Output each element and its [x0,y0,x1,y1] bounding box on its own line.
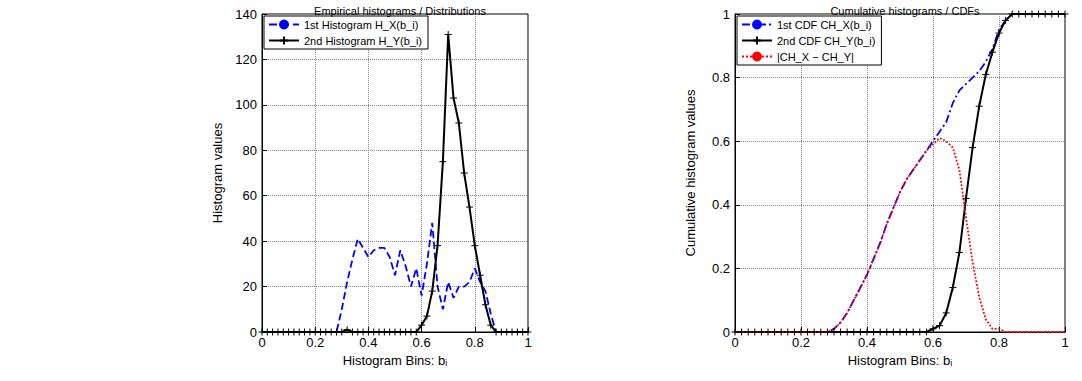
svg-text:2nd Histogram H_Y(b_i): 2nd Histogram H_Y(b_i) [304,35,422,47]
svg-text:0.4: 0.4 [359,335,377,350]
svg-text:0.8: 0.8 [990,335,1008,350]
svg-text:80: 80 [243,143,257,158]
svg-text:0: 0 [723,325,730,340]
svg-text:60: 60 [243,188,257,203]
svg-text:1st CDF CH_X(b_i): 1st CDF CH_X(b_i) [777,19,872,31]
svg-text:20: 20 [243,279,257,294]
svg-text:0.6: 0.6 [712,134,730,149]
svg-text:120: 120 [235,52,257,67]
svg-text:1: 1 [524,335,531,350]
svg-text:Histogram values: Histogram values [210,122,225,223]
svg-text:0.6: 0.6 [413,335,431,350]
svg-text:0.6: 0.6 [924,335,942,350]
svg-text:40: 40 [243,234,257,249]
svg-text:Histogram Bins: bᵢ: Histogram Bins: bᵢ [848,353,953,368]
svg-text:0: 0 [258,335,265,350]
svg-text:1: 1 [1061,335,1068,350]
svg-text:0.2: 0.2 [306,335,324,350]
svg-text:0.4: 0.4 [858,335,876,350]
svg-text:Histogram Bins: bᵢ: Histogram Bins: bᵢ [343,353,448,368]
svg-text:140: 140 [235,7,257,22]
svg-text:1st Histogram H_X(b_i): 1st Histogram H_X(b_i) [304,19,418,31]
svg-text:|CH_X − CH_Y|: |CH_X − CH_Y| [777,51,854,63]
svg-text:0: 0 [731,335,738,350]
svg-text:Empirical histograms / Distrib: Empirical histograms / Distributions [314,5,486,17]
svg-text:0.4: 0.4 [712,197,730,212]
svg-text:1: 1 [723,7,730,22]
svg-text:100: 100 [235,97,257,112]
svg-text:0.8: 0.8 [466,335,484,350]
svg-text:0.2: 0.2 [712,261,730,276]
svg-text:0.8: 0.8 [712,70,730,85]
svg-text:Cumulative histograms / CDFs: Cumulative histograms / CDFs [830,5,980,17]
svg-text:0: 0 [250,325,257,340]
svg-text:2nd CDF CH_Y(b_i): 2nd CDF CH_Y(b_i) [777,35,875,47]
svg-text:0.2: 0.2 [792,335,810,350]
svg-text:Cumulative histogram values: Cumulative histogram values [683,89,698,256]
